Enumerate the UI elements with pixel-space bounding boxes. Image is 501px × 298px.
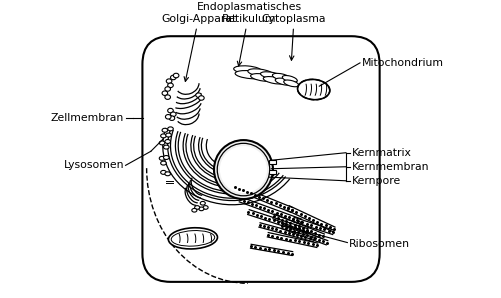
Ellipse shape (166, 79, 172, 83)
Ellipse shape (198, 96, 204, 100)
Ellipse shape (217, 143, 270, 196)
FancyBboxPatch shape (142, 36, 380, 282)
Text: Lysosomen: Lysosomen (64, 160, 124, 170)
Text: Cytoplasma: Cytoplasma (262, 14, 326, 60)
Ellipse shape (161, 170, 166, 174)
Text: Zellmembran: Zellmembran (51, 113, 124, 123)
Text: Kernmatrix: Kernmatrix (352, 148, 411, 158)
Ellipse shape (284, 80, 299, 87)
Ellipse shape (165, 139, 170, 143)
Ellipse shape (171, 231, 215, 246)
Ellipse shape (168, 83, 173, 88)
Text: Ribosomen: Ribosomen (349, 239, 410, 249)
Ellipse shape (233, 66, 262, 74)
Ellipse shape (165, 87, 170, 91)
Ellipse shape (199, 207, 204, 211)
Bar (269, 170, 276, 174)
Ellipse shape (165, 172, 170, 176)
Ellipse shape (163, 145, 169, 149)
Ellipse shape (166, 133, 171, 137)
Text: Mitochondrium: Mitochondrium (361, 58, 443, 68)
Ellipse shape (298, 79, 330, 100)
Ellipse shape (165, 114, 171, 119)
Ellipse shape (168, 228, 217, 249)
Text: Golgi-Apparat: Golgi-Apparat (161, 14, 236, 81)
Ellipse shape (159, 156, 165, 160)
Ellipse shape (214, 140, 273, 199)
Ellipse shape (173, 73, 179, 78)
Ellipse shape (273, 73, 291, 80)
Ellipse shape (162, 91, 168, 95)
Ellipse shape (220, 146, 267, 193)
Ellipse shape (192, 208, 197, 212)
Ellipse shape (200, 201, 205, 205)
Ellipse shape (162, 128, 168, 132)
Ellipse shape (161, 134, 166, 138)
Ellipse shape (250, 74, 276, 81)
Ellipse shape (235, 71, 266, 79)
Text: Kernpore: Kernpore (352, 176, 401, 186)
Ellipse shape (264, 77, 286, 84)
Ellipse shape (196, 93, 201, 97)
Ellipse shape (168, 108, 173, 113)
Ellipse shape (275, 78, 293, 85)
Ellipse shape (170, 112, 176, 117)
Ellipse shape (282, 75, 297, 82)
Ellipse shape (161, 161, 166, 165)
Ellipse shape (168, 127, 173, 131)
Ellipse shape (170, 75, 176, 80)
Ellipse shape (261, 72, 283, 79)
Ellipse shape (163, 156, 169, 159)
Bar (269, 160, 276, 164)
Text: Endoplasmatisches
Retikulum: Endoplasmatisches Retikulum (196, 2, 302, 66)
Ellipse shape (169, 116, 175, 120)
Text: Kernmembran: Kernmembran (352, 162, 429, 172)
Ellipse shape (159, 141, 165, 145)
Ellipse shape (248, 69, 273, 77)
Ellipse shape (203, 206, 208, 209)
Ellipse shape (165, 95, 170, 99)
Ellipse shape (194, 206, 200, 209)
